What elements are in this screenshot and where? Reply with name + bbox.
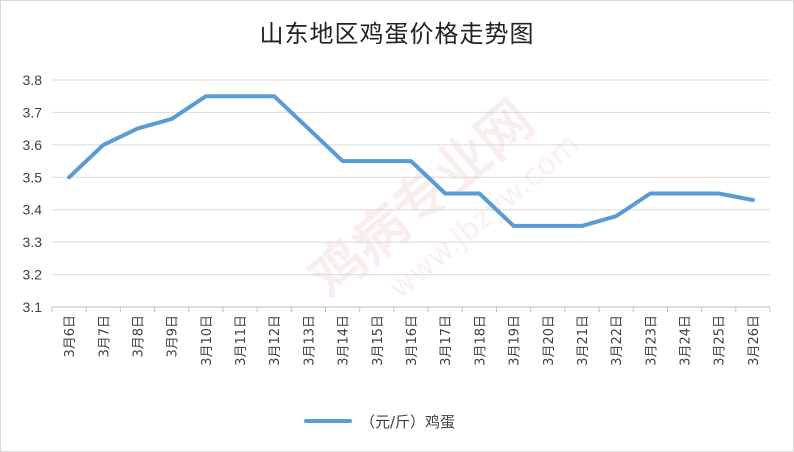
x-tick-label: 3月20日 <box>542 315 557 366</box>
gridlines <box>52 79 770 276</box>
y-tick-label: 3.8 <box>23 72 43 88</box>
x-tick-label: 3月17日 <box>439 315 454 366</box>
y-axis: 3.1 3.2 3.3 3.4 3.5 3.6 3.7 3.8 <box>23 72 43 315</box>
y-tick-label: 3.6 <box>23 137 43 153</box>
series-layer <box>67 94 755 228</box>
x-tick-label: 3月18日 <box>473 315 488 366</box>
legend-label: （元/斤）鸡蛋 <box>360 413 455 431</box>
x-tick-label: 3月11日 <box>234 315 249 366</box>
x-axis: 3月6日 3月7日 3月8日 3月9日 3月10日 3月11日 3月12日 3月13日 3月14… <box>51 306 771 366</box>
legend: （元/斤）鸡蛋 <box>304 413 455 431</box>
x-tick-label: 3月16日 <box>405 315 420 366</box>
x-tick-label: 3月10日 <box>200 315 215 366</box>
x-tick-label: 3月26日 <box>747 315 762 366</box>
x-tick-label: 3月25日 <box>713 315 728 366</box>
x-tick-label: 3月9日 <box>166 315 181 358</box>
chart-title: 山东地区鸡蛋价格走势图 <box>259 20 535 48</box>
x-tick-label: 3月14日 <box>337 315 352 366</box>
x-tick-label: 3月22日 <box>610 315 625 366</box>
x-tick-label: 3月7日 <box>97 315 112 358</box>
y-tick-label: 3.2 <box>23 267 43 283</box>
x-tick-label: 3月15日 <box>371 315 386 366</box>
y-tick-label: 3.3 <box>23 234 43 250</box>
x-tick-label: 3月23日 <box>644 315 659 366</box>
y-tick-label: 3.5 <box>23 169 43 185</box>
x-tick-label: 3月6日 <box>63 315 78 358</box>
x-tick-label: 3月19日 <box>508 315 523 366</box>
y-tick-label: 3.7 <box>23 104 43 120</box>
x-tick-label: 3月13日 <box>302 315 317 366</box>
y-tick-label: 3.4 <box>23 202 43 218</box>
x-tick-label: 3月24日 <box>679 315 694 366</box>
x-tick-label: 3月8日 <box>131 315 146 358</box>
x-tick-label: 3月21日 <box>576 315 591 366</box>
y-tick-label: 3.1 <box>23 299 43 315</box>
x-tick-label: 3月12日 <box>268 315 283 366</box>
